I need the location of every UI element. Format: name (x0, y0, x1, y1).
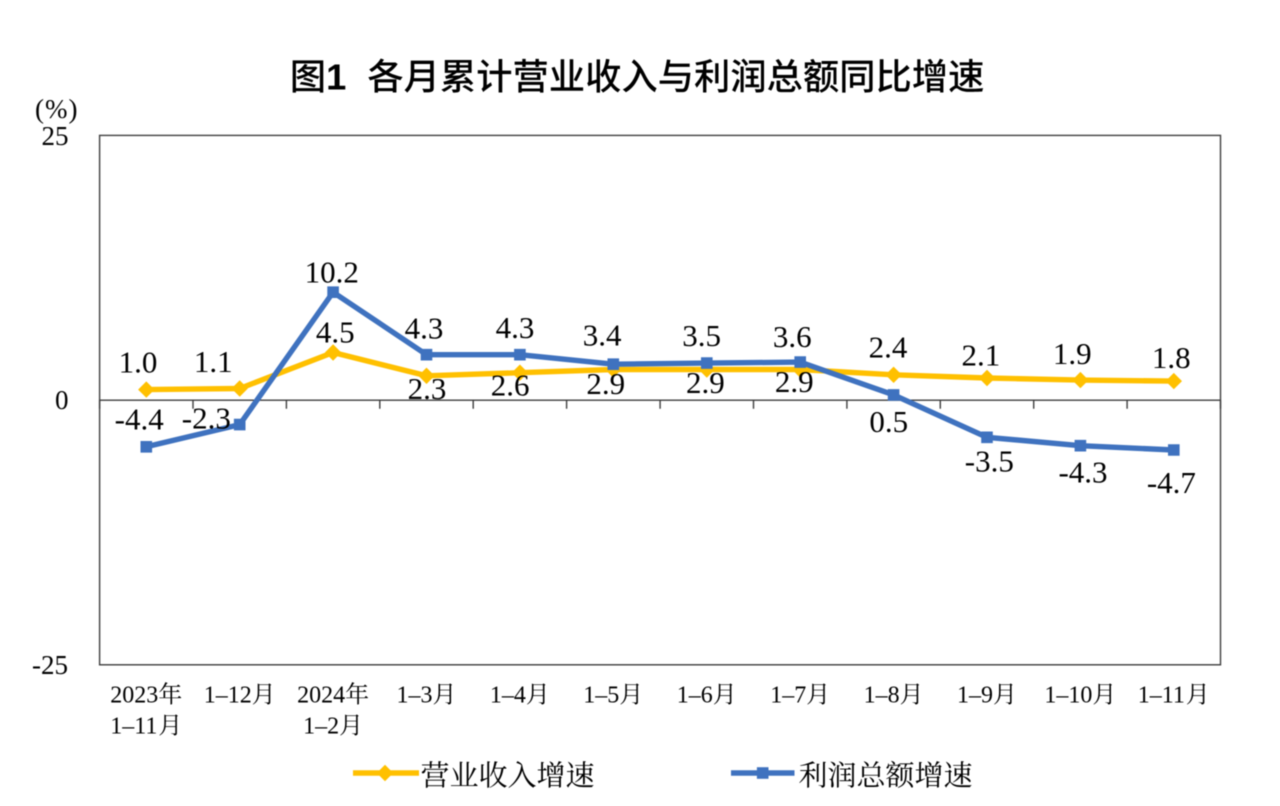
svg-text:-4.4: -4.4 (115, 401, 165, 436)
svg-text:2.3: 2.3 (408, 371, 447, 406)
svg-text:1.9: 1.9 (1053, 336, 1092, 371)
svg-text:1–6: 1–6 (677, 683, 713, 709)
svg-text:-3.5: -3.5 (965, 444, 1014, 479)
svg-text:1.0: 1.0 (119, 344, 158, 379)
svg-text:2.6: 2.6 (491, 367, 530, 402)
svg-text:1–9: 1–9 (957, 683, 993, 709)
svg-text:1–11: 1–11 (110, 714, 157, 740)
svg-text:2023: 2023 (110, 683, 158, 709)
svg-text:-4.3: -4.3 (1058, 454, 1107, 489)
svg-text:4.3: 4.3 (405, 311, 444, 346)
svg-text:2.4: 2.4 (869, 330, 908, 365)
svg-text:1.8: 1.8 (1152, 340, 1191, 375)
svg-text:4.5: 4.5 (316, 314, 355, 349)
svg-text:25: 25 (42, 121, 69, 151)
svg-text:3.4: 3.4 (583, 317, 622, 352)
svg-text:2.9: 2.9 (775, 364, 814, 399)
svg-text:1–5: 1–5 (583, 683, 619, 709)
svg-text:1–12: 1–12 (204, 683, 252, 709)
svg-text:0: 0 (55, 385, 69, 415)
svg-text:10.2: 10.2 (305, 255, 359, 290)
svg-text:3.6: 3.6 (773, 319, 812, 354)
svg-text:2.9: 2.9 (586, 366, 625, 401)
svg-text:1–7: 1–7 (770, 683, 806, 709)
svg-text:1: 1 (326, 57, 346, 98)
svg-text:1–2: 1–2 (303, 714, 339, 740)
svg-text:1–3: 1–3 (397, 683, 433, 709)
svg-text:-2.3: -2.3 (182, 400, 231, 435)
svg-text:1.1: 1.1 (194, 344, 233, 379)
svg-text:2024: 2024 (297, 683, 345, 709)
svg-text:1–8: 1–8 (864, 683, 900, 709)
svg-text:-25: -25 (32, 650, 68, 680)
svg-text:1–10: 1–10 (1044, 683, 1092, 709)
svg-text:0.5: 0.5 (869, 404, 908, 439)
svg-text:1–4: 1–4 (490, 683, 526, 709)
svg-text:2.1: 2.1 (962, 338, 1001, 373)
svg-text:1–11: 1–11 (1138, 683, 1185, 709)
svg-text:(%): (%) (35, 94, 78, 124)
svg-text:3.5: 3.5 (682, 318, 721, 353)
svg-text:4.3: 4.3 (496, 310, 535, 345)
svg-text:-4.7: -4.7 (1147, 465, 1196, 500)
svg-text:2.9: 2.9 (686, 365, 725, 400)
